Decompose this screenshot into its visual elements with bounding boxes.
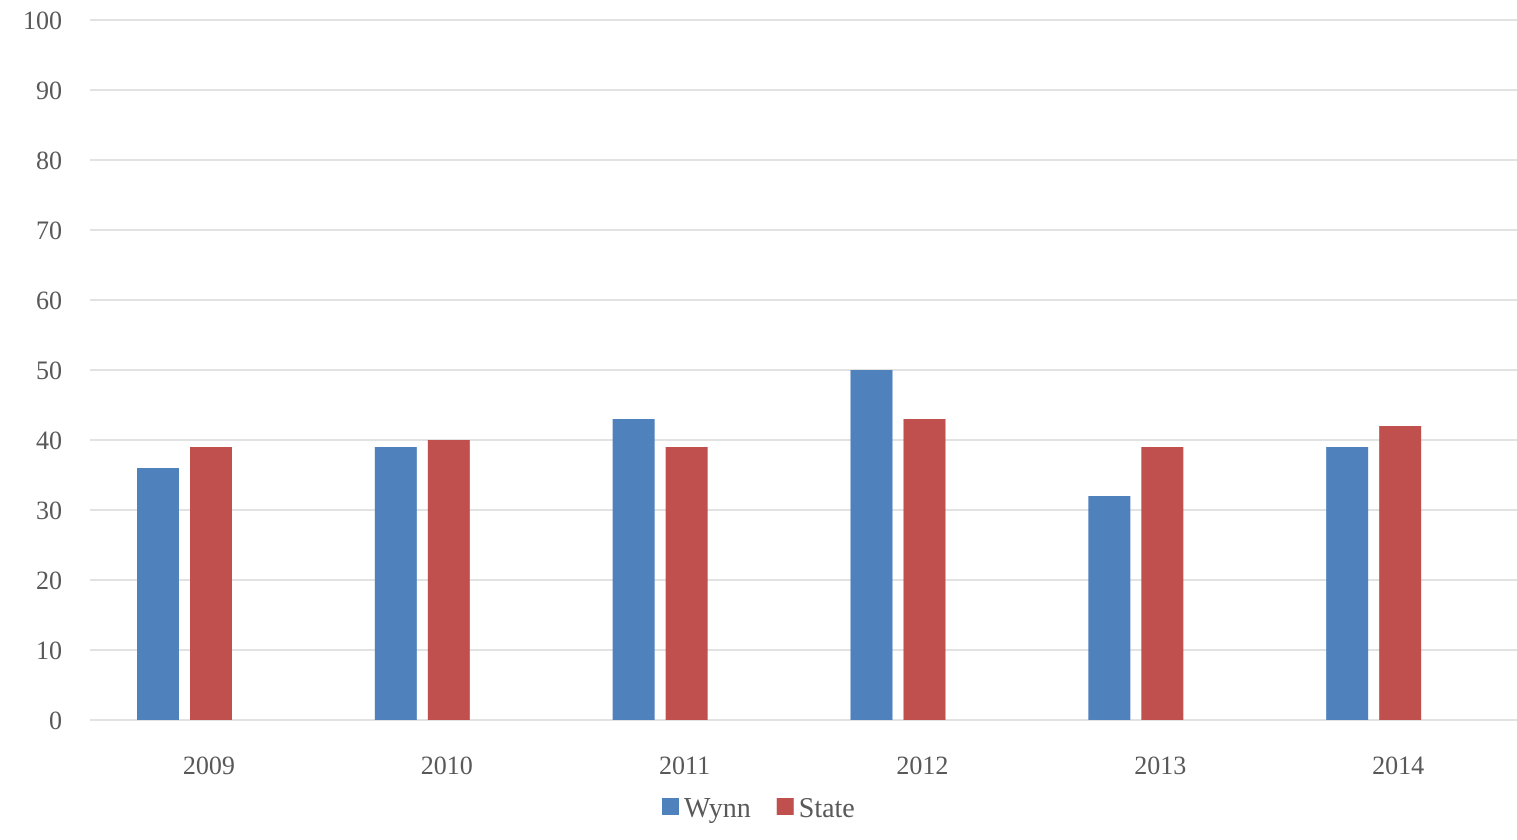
x-tick-label: 2010 (421, 751, 473, 780)
legend-swatch-wynn (662, 798, 679, 815)
y-tick-label: 60 (36, 286, 62, 315)
legend-swatch-state (776, 798, 794, 815)
bar-wynn-2014 (1326, 447, 1369, 720)
x-axis-ticks: 2009 2010 2011 2012 2013 2014 (183, 751, 1424, 780)
bar-state-2011 (665, 447, 708, 720)
y-tick-label: 30 (36, 496, 62, 525)
y-tick-label: 70 (36, 216, 62, 245)
x-tick-label: 2012 (896, 751, 948, 780)
y-tick-label: 10 (36, 636, 62, 665)
bar-wynn-2012 (850, 370, 893, 720)
bar-wynn-2010 (374, 447, 417, 720)
y-axis-ticks: 0 10 20 30 40 50 60 70 80 90 100 (23, 6, 62, 735)
y-tick-label: 100 (23, 6, 62, 35)
legend-label-wynn: Wynn (684, 793, 751, 824)
bar-state-2009 (190, 447, 232, 720)
bar-wynn-2011 (612, 419, 655, 720)
y-tick-label: 0 (49, 706, 62, 735)
legend: Wynn State (662, 793, 855, 824)
bars (137, 370, 1422, 720)
legend-label-state: State (799, 793, 855, 824)
y-tick-label: 80 (36, 146, 62, 175)
bar-wynn-2013 (1088, 496, 1131, 720)
x-tick-label: 2009 (183, 751, 235, 780)
bar-wynn-2009 (137, 468, 179, 720)
bar-state-2012 (903, 419, 946, 720)
bar-state-2013 (1141, 447, 1184, 720)
bar-state-2014 (1379, 426, 1422, 720)
y-tick-label: 90 (36, 76, 62, 105)
y-tick-label: 40 (36, 426, 62, 455)
gridlines (90, 19, 1517, 721)
x-tick-label: 2011 (659, 751, 710, 780)
x-tick-label: 2014 (1372, 751, 1424, 780)
x-tick-label: 2013 (1134, 751, 1186, 780)
bar-state-2010 (427, 440, 470, 720)
y-tick-label: 50 (36, 356, 62, 385)
y-tick-label: 20 (36, 566, 62, 595)
